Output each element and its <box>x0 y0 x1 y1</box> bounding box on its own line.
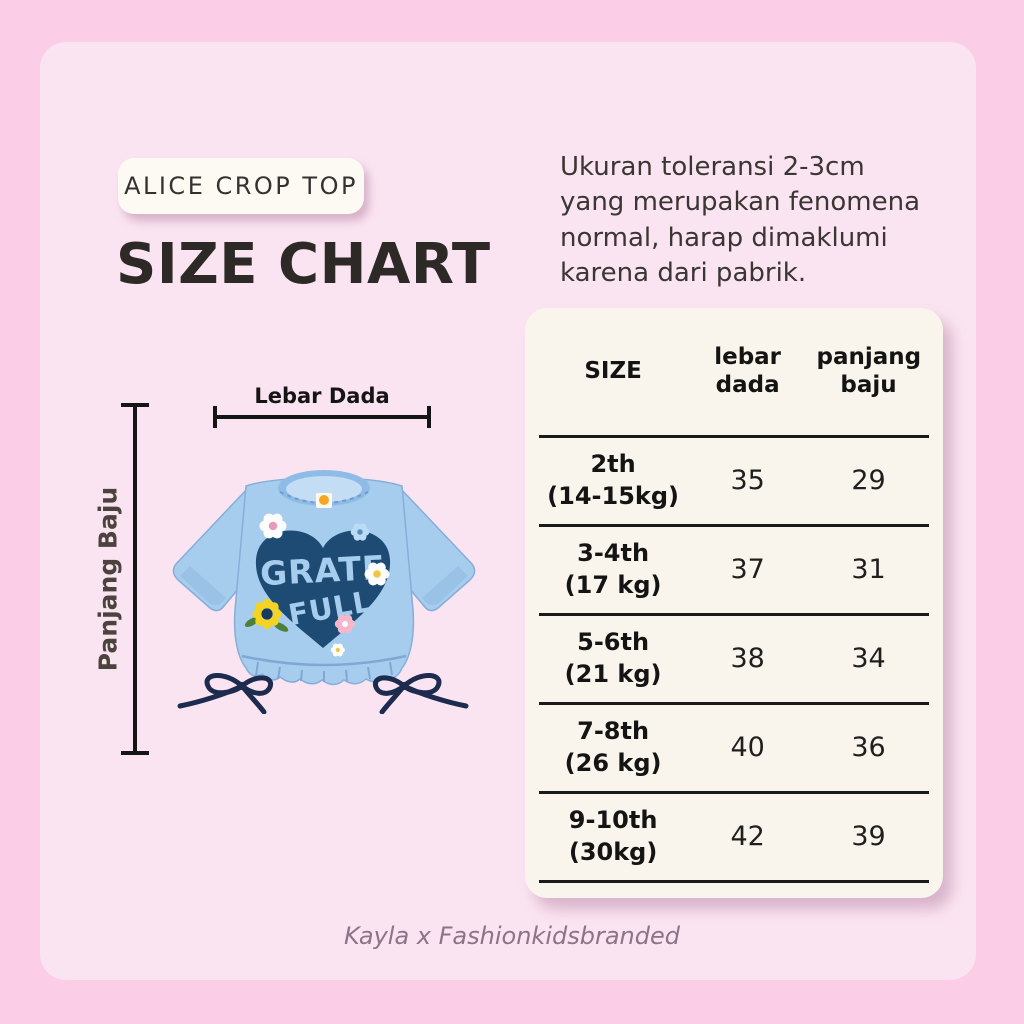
panjang-baju-cell: 31 <box>851 554 886 585</box>
lebar-dada-cell: 37 <box>730 554 765 585</box>
table-row: 7-8th (26 kg) 40 36 <box>539 703 929 792</box>
product-badge-label: ALICE CROP TOP <box>124 172 358 200</box>
sunflower-icon <box>244 598 289 632</box>
size-table: SIZE lebar dada panjang baju 2th (14-15k… <box>539 308 929 883</box>
header-lebar-dada: lebar dada <box>714 343 782 399</box>
drawstring-bow-left <box>177 673 273 714</box>
size-cell: 7-8th (26 kg) <box>564 717 662 777</box>
height-measure-line <box>121 403 149 755</box>
lebar-dada-cell: 35 <box>730 465 765 496</box>
page-title: SIZE CHART <box>116 232 491 297</box>
crop-top-illustration: GRATE FULL <box>172 470 476 714</box>
size-cell: 9-10th (30kg) <box>568 806 658 866</box>
tiny-white-flower-icon <box>330 643 345 657</box>
footer-credit: Kayla x Fashionkidsbranded <box>344 922 680 950</box>
drawstring-bow-right <box>373 673 469 714</box>
table-header-row: SIZE lebar dada panjang baju <box>539 308 929 436</box>
table-row: 5-6th (21 kg) 38 34 <box>539 614 929 703</box>
lebar-dada-cell: 40 <box>730 732 765 763</box>
panjang-baju-cell: 39 <box>851 821 886 852</box>
table-row: 3-4th (17 kg) 37 31 <box>539 525 929 614</box>
size-cell: 5-6th (21 kg) <box>564 628 662 688</box>
size-table-card: SIZE lebar dada panjang baju 2th (14-15k… <box>525 308 943 898</box>
daisy-yellow-center-icon <box>364 562 390 586</box>
table-row: 9-10th (30kg) 42 39 <box>539 792 929 881</box>
neck-tag <box>316 493 332 508</box>
panjang-baju-cell: 34 <box>851 643 886 674</box>
daisy-pink-center-icon <box>259 513 287 539</box>
pink-flower-icon <box>334 614 356 634</box>
width-measure-label: Lebar Dada <box>254 384 390 408</box>
panjang-baju-cell: 36 <box>851 732 886 763</box>
height-measure-label: Panjang Baju <box>93 486 123 672</box>
lebar-dada-cell: 38 <box>730 643 765 674</box>
panjang-baju-cell: 29 <box>851 465 886 496</box>
shirt-print-word-1: GRATE <box>259 548 386 594</box>
size-cell: 2th (14-15kg) <box>547 450 680 510</box>
tolerance-note: Ukuran toleransi 2-3cm yang merupakan fe… <box>560 152 921 289</box>
header-size: SIZE <box>584 357 642 384</box>
header-panjang-baju: panjang baju <box>816 343 922 399</box>
product-badge: ALICE CROP TOP <box>118 158 364 214</box>
lebar-dada-cell: 42 <box>730 821 765 852</box>
width-measure-line <box>213 406 431 428</box>
small-blue-flower-icon <box>350 523 370 541</box>
table-row: 2th (14-15kg) 35 29 <box>539 436 929 525</box>
size-cell: 3-4th (17 kg) <box>564 539 662 599</box>
